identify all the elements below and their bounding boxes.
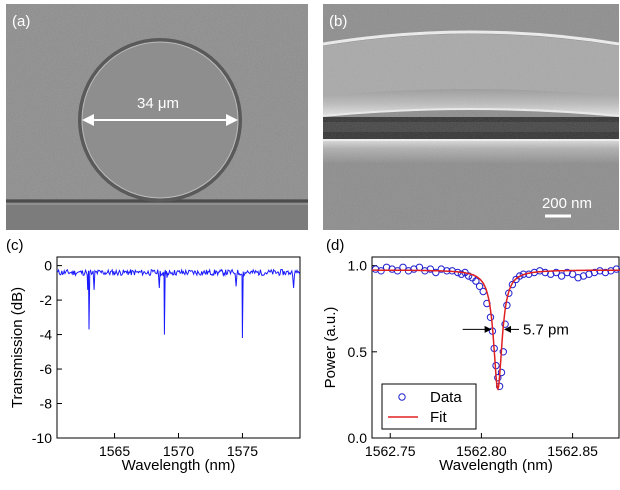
- x-tick-label: 1562.85: [547, 443, 598, 459]
- legend-label-fit: Fit: [430, 409, 447, 426]
- legend-label-data: Data: [430, 389, 462, 406]
- data-point: [557, 272, 566, 280]
- chart-d-svg: (d) 1562.75 1562.80 1562.85 0.0 0.5 1.0 5.7 p…: [322, 237, 620, 474]
- data-point: [432, 268, 440, 277]
- fwhm-annotation: 5.7 pm: [523, 321, 569, 338]
- data-point: [574, 274, 582, 282]
- diameter-label: 34 μm: [137, 95, 179, 112]
- data-point: [472, 277, 480, 285]
- legend-marker-data: [398, 393, 406, 401]
- x-axis-label: Wavelength (nm): [122, 457, 236, 474]
- panel-a-image: 34 μm (a): [6, 4, 308, 230]
- legend-box: [381, 383, 477, 430]
- plot-frame: [371, 256, 620, 439]
- panel-b-image: 200 nm (b): [322, 4, 620, 230]
- chart-c-svg: (c) 1565 1570 1575 0 -2 -4 -6 -8 -10 Wavelength …: [6, 237, 301, 474]
- data-point: [475, 282, 484, 290]
- data-point: [516, 272, 524, 280]
- x-tick-label: 1570: [163, 443, 194, 459]
- y-tick-label: -2: [40, 292, 53, 308]
- series-line: [56, 268, 301, 339]
- diameter-arrowhead-left: [82, 114, 94, 126]
- data-point: [494, 374, 502, 382]
- fwhm-arrowhead-right: [504, 325, 512, 333]
- y-axis-label: Power (a.u.): [322, 307, 339, 389]
- panel-c-label: (c): [6, 237, 24, 254]
- panel-b-label: (b): [329, 13, 347, 30]
- y-tick-label: 0: [44, 258, 52, 274]
- x-tick-label: 1562.80: [456, 443, 507, 459]
- chart-transmission: (c) 1565 1570 1575 0 -2 -4 -6 -8 -10 Wavelength …: [0, 232, 310, 485]
- fit-line: [372, 269, 620, 391]
- data-point: [508, 280, 517, 289]
- y-tick-label: 0.5: [348, 344, 368, 360]
- data-point: [552, 268, 560, 277]
- y-tick-label: -8: [40, 396, 53, 412]
- legend: Data Fit: [381, 383, 477, 430]
- panel-a-label: (a): [12, 13, 30, 30]
- panel-a-sem-ring: 34 μm (a): [6, 4, 308, 230]
- y-axis-label: Transmission (dB): [9, 287, 26, 408]
- panel-b-sem-gap: 200 nm (b): [322, 4, 620, 230]
- chart-resonance: (d) 1562.75 1562.80 1562.85 0.0 0.5 1.0 5.7 p…: [318, 232, 620, 485]
- x-tick-label: 1562.75: [365, 443, 416, 459]
- y-tick-label: 0.0: [348, 430, 368, 446]
- panel-d-label: (d): [326, 237, 344, 254]
- data-point: [464, 272, 473, 280]
- y-tick-label: -6: [40, 361, 53, 377]
- data-point: [497, 368, 506, 377]
- scale-bar-label: 200 nm: [542, 195, 592, 212]
- sem-noise: [323, 4, 619, 230]
- y-tick-label: -4: [40, 327, 53, 343]
- data-point: [388, 265, 396, 273]
- x-tick-label: 1565: [99, 443, 130, 459]
- x-axis-label: Wavelength (nm): [439, 457, 553, 474]
- data-point: [426, 265, 435, 273]
- y-tick-label: -10: [32, 430, 52, 446]
- data-point: [499, 348, 508, 356]
- diameter-arrowhead-right: [226, 114, 238, 126]
- fwhm-arrowhead-left: [484, 325, 492, 333]
- data-point: [501, 320, 509, 328]
- data-point: [457, 270, 466, 278]
- data-point: [590, 268, 599, 277]
- x-tick-label: 1575: [227, 443, 258, 459]
- y-tick-label: 1.0: [348, 258, 368, 274]
